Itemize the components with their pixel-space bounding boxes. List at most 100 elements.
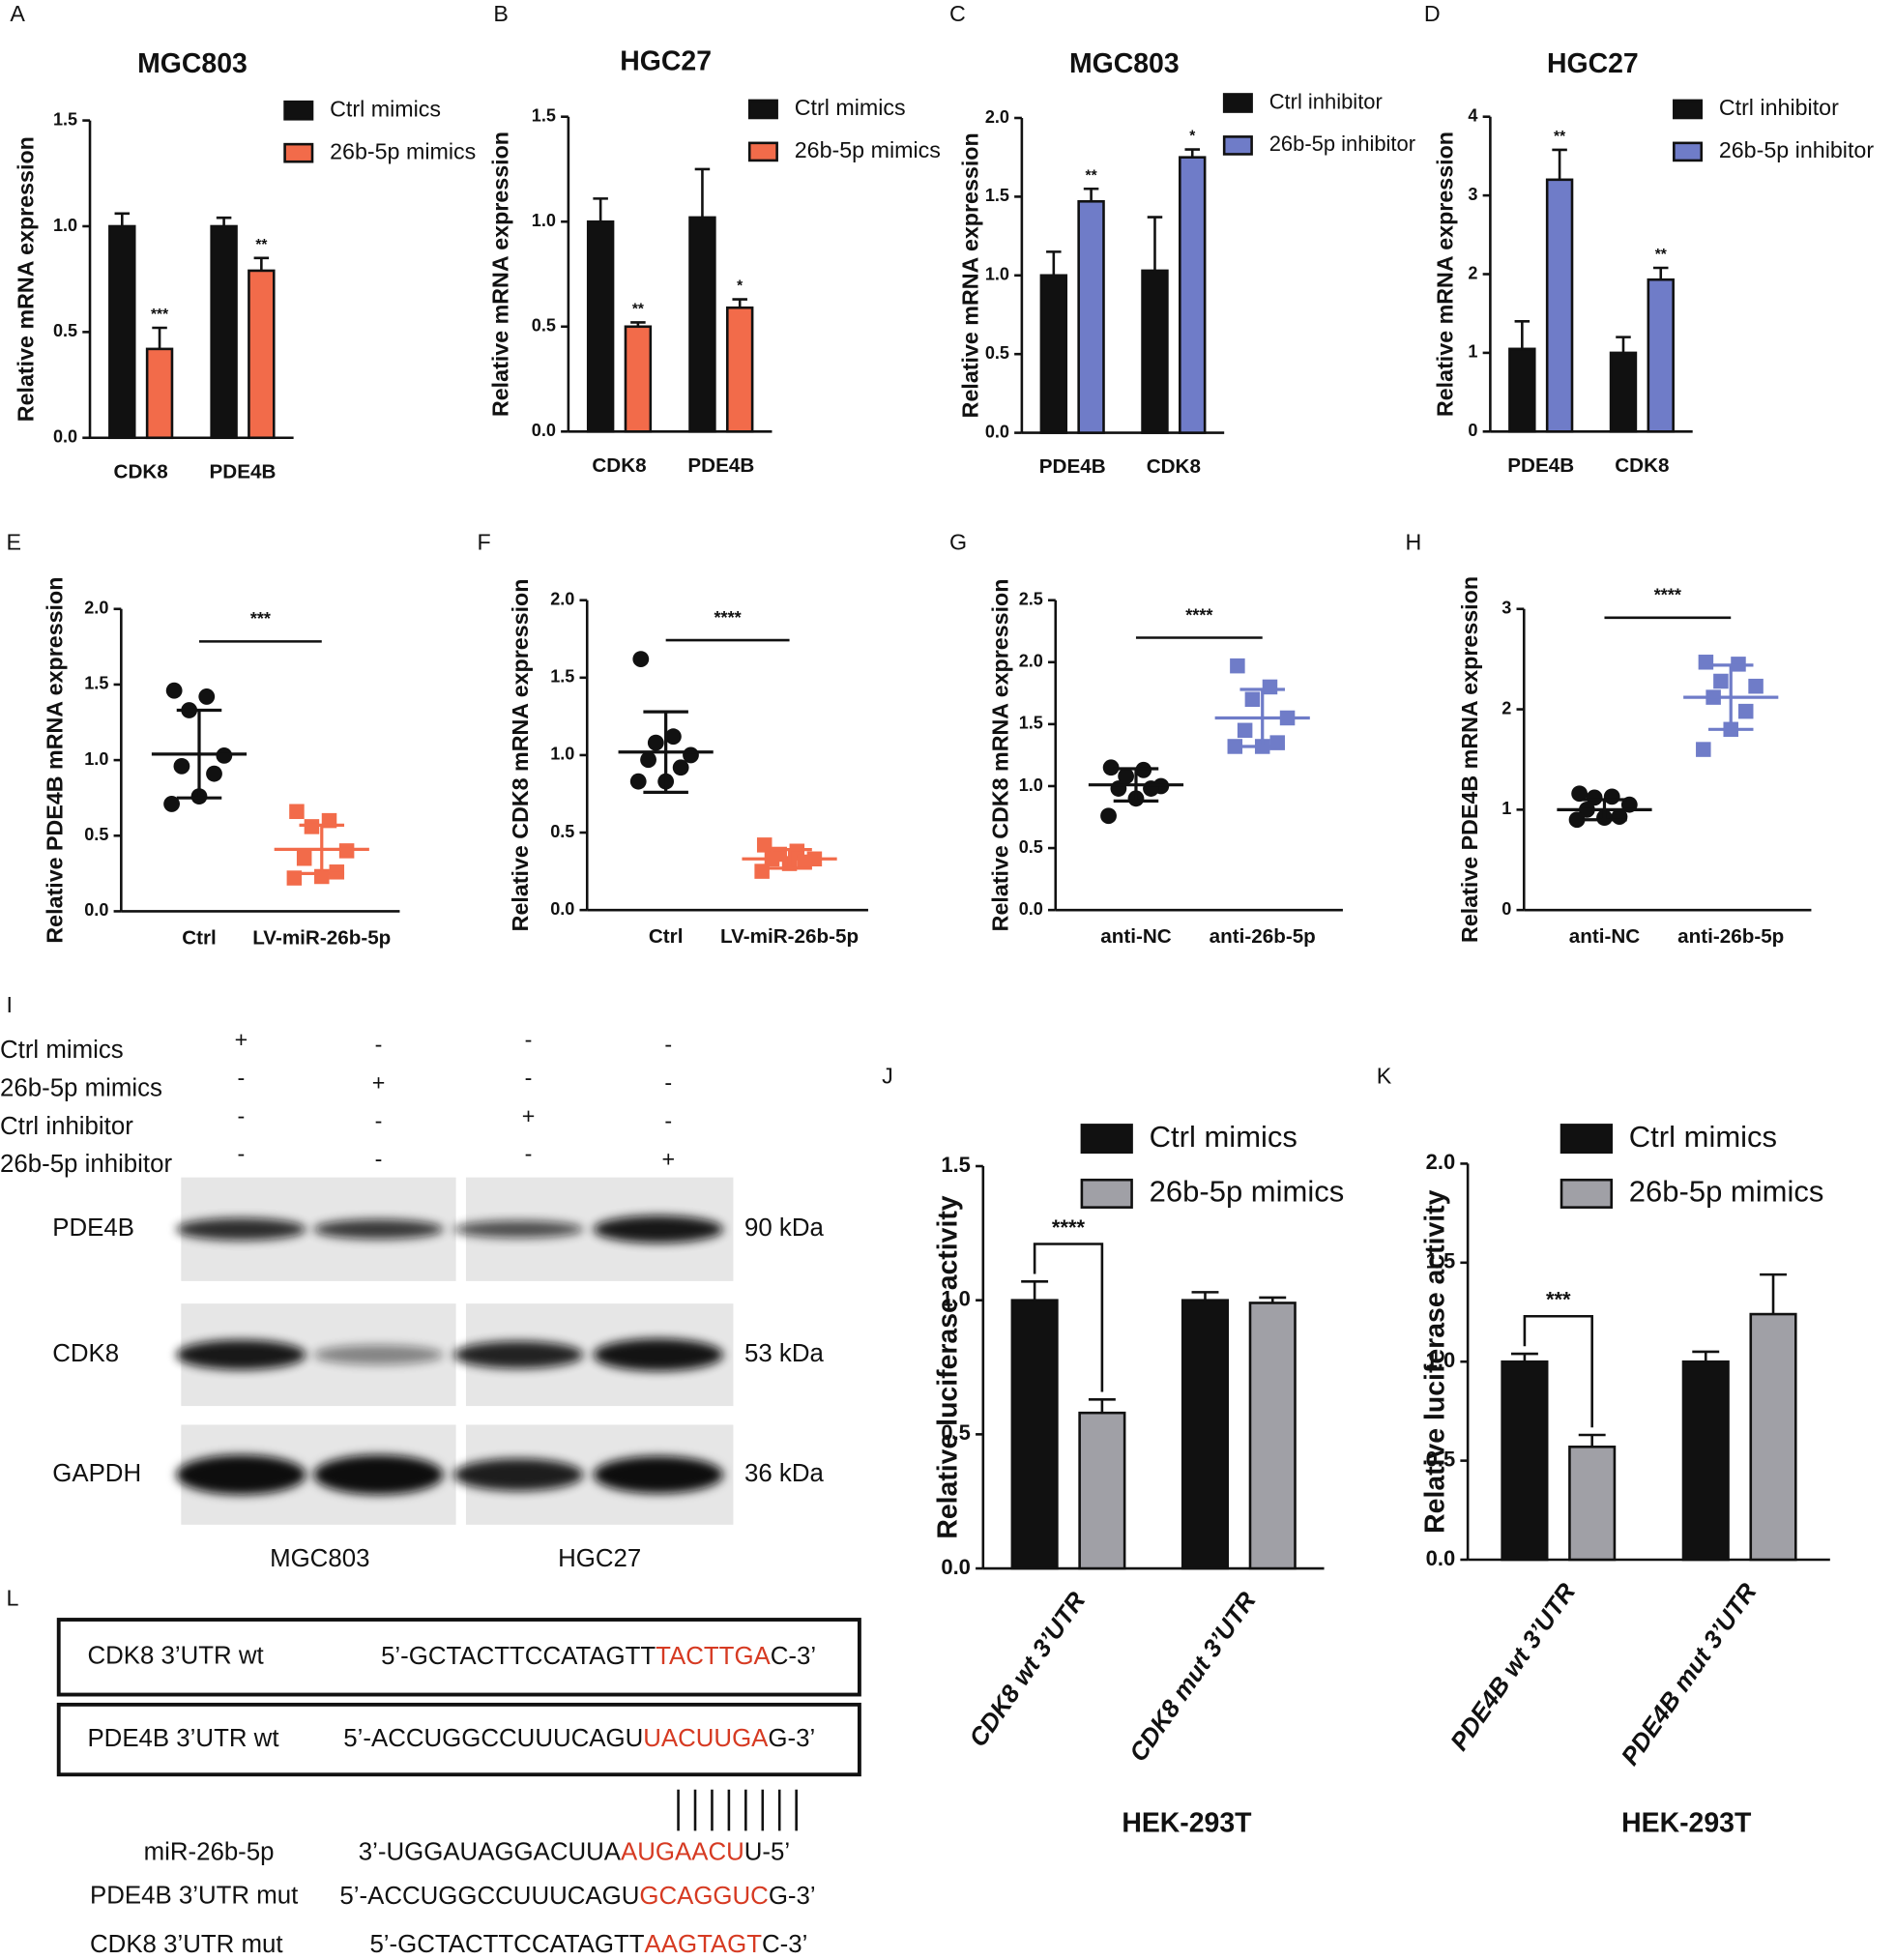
point bbox=[629, 773, 647, 790]
error-bar bbox=[1760, 1273, 1787, 1315]
significance: ** bbox=[1086, 167, 1098, 184]
x-tick-label: Ctrl bbox=[182, 926, 217, 949]
y-tick-label: 0.0 bbox=[941, 1555, 971, 1579]
significance: *** bbox=[151, 307, 169, 323]
y-axis-label: Relative PDE4B mRNA expression bbox=[42, 577, 67, 944]
legend-label: 26b-5p mimics bbox=[1629, 1175, 1824, 1209]
legend-label: 26b-5p inhibitor bbox=[1719, 137, 1875, 162]
condition-label: Ctrl inhibitor bbox=[0, 1113, 133, 1140]
point bbox=[163, 796, 180, 812]
legend-swatch bbox=[1560, 1124, 1614, 1155]
y-tick-label: 1.0 bbox=[84, 749, 108, 769]
point bbox=[647, 734, 664, 751]
legend-label: Ctrl inhibitor bbox=[1269, 89, 1383, 113]
x-tick-label: anti-26b-5p bbox=[1210, 925, 1316, 948]
blot-band bbox=[176, 1339, 306, 1370]
legend-swatch bbox=[747, 99, 778, 120]
error-bar bbox=[630, 321, 646, 327]
significance: **** bbox=[1052, 1215, 1086, 1240]
blot-band bbox=[176, 1217, 306, 1241]
blot-band bbox=[453, 1458, 584, 1491]
y-tick-label: 0.0 bbox=[53, 427, 77, 447]
error-bar bbox=[1147, 216, 1163, 271]
sequence-box bbox=[56, 1702, 861, 1777]
y-tick-label: 2.0 bbox=[1426, 1150, 1456, 1174]
cell-line-label: MGC803 bbox=[270, 1545, 369, 1572]
blot-band bbox=[593, 1338, 724, 1371]
y-axis-label: Relative luciferase activity bbox=[1419, 1189, 1450, 1533]
point bbox=[1568, 811, 1586, 829]
point bbox=[206, 765, 222, 782]
significance: **** bbox=[1185, 605, 1213, 625]
bar bbox=[210, 224, 238, 440]
error-bar bbox=[593, 197, 608, 222]
bar bbox=[1141, 269, 1169, 434]
condition-sign: + bbox=[522, 1103, 536, 1128]
y-tick-label: 0.0 bbox=[550, 899, 574, 919]
condition-sign: - bbox=[375, 1108, 383, 1133]
condition-sign: - bbox=[237, 1141, 245, 1166]
sequence-label: CDK8 3’UTR wt bbox=[87, 1643, 263, 1670]
y-tick-label: 0.5 bbox=[985, 343, 1009, 363]
sequence-part: G-3’ bbox=[769, 1883, 816, 1910]
error-bar bbox=[152, 326, 167, 349]
sequence-part: TACTTGA bbox=[656, 1643, 771, 1670]
bar bbox=[1609, 351, 1638, 433]
sd-bar bbox=[1113, 767, 1159, 803]
point bbox=[1737, 703, 1754, 719]
panel-label: D bbox=[1424, 1, 1441, 26]
significance: ** bbox=[255, 237, 268, 253]
legend-label: Ctrl mimics bbox=[1150, 1120, 1297, 1154]
panel-label: F bbox=[478, 530, 491, 555]
bar bbox=[1077, 199, 1105, 434]
y-tick-label: 1.5 bbox=[1426, 1249, 1456, 1273]
bar bbox=[1647, 278, 1675, 433]
significance: * bbox=[1189, 129, 1196, 145]
y-tick-label: 0.0 bbox=[84, 900, 108, 920]
point bbox=[198, 688, 216, 705]
y-tick-label: 1 bbox=[1501, 799, 1511, 818]
point bbox=[1748, 678, 1764, 694]
bar bbox=[688, 216, 716, 433]
condition-label: 26b-5p mimics bbox=[0, 1074, 162, 1101]
legend-swatch bbox=[283, 142, 314, 163]
panel-label: E bbox=[6, 530, 21, 555]
y-tick-label: 1.5 bbox=[985, 186, 1009, 205]
x-tick-label: CDK8 bbox=[1615, 454, 1669, 477]
error-bar bbox=[1021, 1279, 1049, 1301]
x-tick-label: PDE4B bbox=[1039, 455, 1106, 478]
blot-band bbox=[593, 1215, 724, 1243]
error-bar bbox=[1552, 148, 1567, 180]
y-tick-label: 1.0 bbox=[53, 216, 77, 235]
y-axis-label: Relative mRNA expression bbox=[1432, 132, 1457, 417]
bar bbox=[1179, 156, 1207, 434]
sequence: 5’-ACCUGGCCUUUCAGUUACUUGAG-3’ bbox=[343, 1725, 815, 1752]
y-tick-label: 1.5 bbox=[1019, 714, 1043, 733]
sequence-part: 5’-ACCUGGCCUUUCAGU bbox=[339, 1883, 639, 1910]
condition-sign: + bbox=[661, 1146, 675, 1171]
condition-sign: - bbox=[664, 1108, 672, 1133]
condition-sign: - bbox=[664, 1032, 672, 1057]
legend-label: 26b-5p inhibitor bbox=[1269, 132, 1415, 156]
legend-swatch bbox=[1222, 135, 1253, 156]
chart-title: MGC803 bbox=[1069, 48, 1180, 79]
y-tick-label: 2.0 bbox=[1019, 652, 1043, 671]
point bbox=[1110, 780, 1127, 797]
condition-sign: - bbox=[525, 1027, 533, 1052]
y-tick-label: 1 bbox=[1468, 342, 1477, 362]
x-tick-label: PDE4B bbox=[210, 460, 277, 483]
error-bar bbox=[1510, 1352, 1538, 1362]
condition-sign: - bbox=[525, 1065, 533, 1090]
condition-label: Ctrl mimics bbox=[0, 1037, 124, 1064]
sequence-label: PDE4B 3’UTR mut bbox=[90, 1883, 298, 1910]
point bbox=[1713, 673, 1729, 689]
chart-title: HGC27 bbox=[620, 46, 712, 77]
condition-sign: + bbox=[235, 1027, 248, 1052]
blot-band bbox=[453, 1340, 584, 1369]
x-tick-label: CDK8 bbox=[114, 460, 168, 483]
sequence-label: miR-26b-5p bbox=[144, 1838, 275, 1865]
panel-label: B bbox=[493, 1, 509, 26]
panel-label: G bbox=[949, 530, 967, 555]
y-tick-label: 0.5 bbox=[532, 316, 556, 336]
y-tick-label: 1.0 bbox=[1019, 775, 1043, 795]
